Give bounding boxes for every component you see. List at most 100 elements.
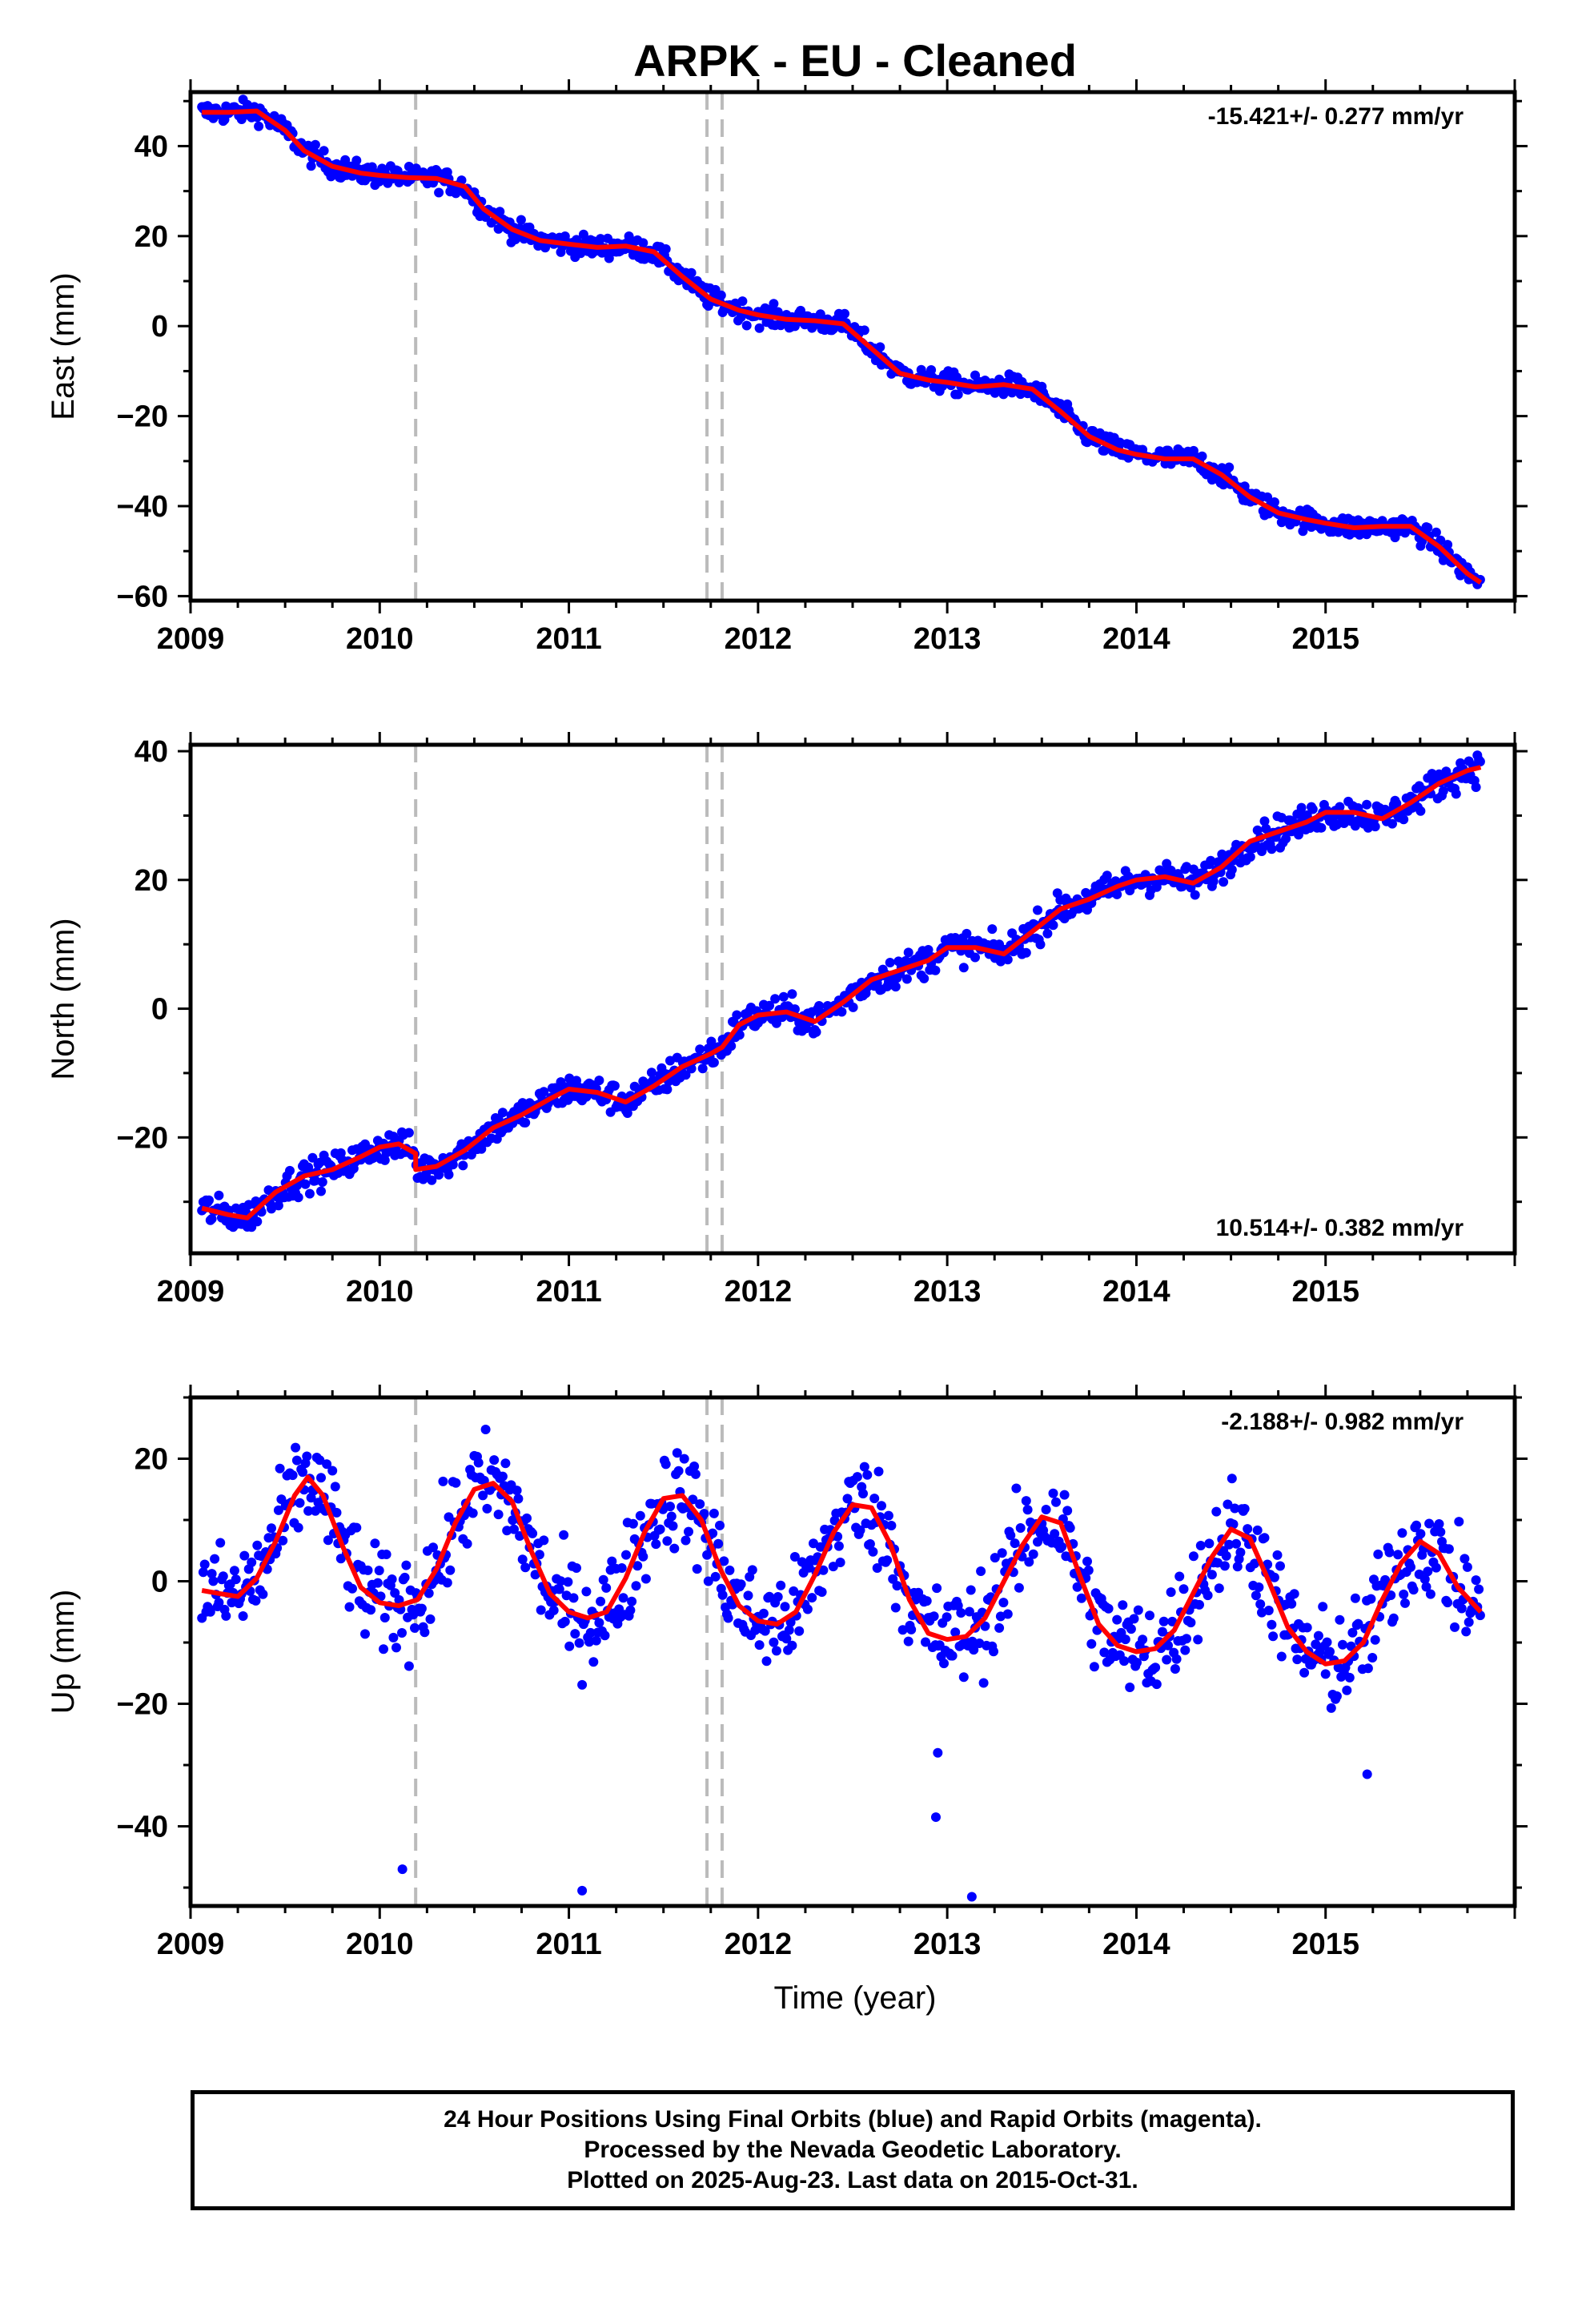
data-point — [1438, 786, 1448, 796]
data-point — [1015, 1523, 1026, 1533]
data-point — [906, 1624, 917, 1634]
data-point — [278, 1535, 288, 1546]
data-point — [1086, 1638, 1097, 1649]
data-point — [640, 1574, 651, 1584]
data-point — [500, 1458, 511, 1469]
data-point — [1227, 865, 1237, 875]
data-point — [351, 1522, 362, 1533]
data-point — [1335, 802, 1345, 812]
x-tick-label: 2013 — [913, 622, 982, 656]
x-tick-label: 2011 — [536, 622, 601, 656]
data-point — [1451, 789, 1461, 799]
data-point — [865, 1539, 875, 1549]
data-point — [392, 166, 403, 176]
data-point — [690, 1469, 701, 1479]
data-point — [207, 1214, 217, 1224]
data-point — [1269, 1572, 1279, 1582]
data-point — [445, 1565, 456, 1575]
data-point — [1235, 1547, 1246, 1558]
data-point — [1252, 825, 1263, 835]
data-point — [771, 1646, 781, 1656]
data-point — [1267, 1619, 1277, 1630]
data-point — [622, 1108, 632, 1118]
data-point — [1460, 1554, 1470, 1564]
data-point — [1325, 1647, 1335, 1657]
data-point — [1268, 1631, 1279, 1642]
data-point — [713, 1538, 724, 1549]
data-point — [1022, 1505, 1033, 1515]
data-point — [1272, 1550, 1283, 1560]
footer-line-2: Processed by the Nevada Geodetic Laborat… — [584, 2137, 1122, 2163]
data-point — [882, 1555, 893, 1566]
data-point — [1384, 1547, 1395, 1558]
data-point — [231, 1203, 241, 1213]
data-point — [625, 1605, 636, 1615]
data-point — [618, 1593, 628, 1603]
data-point — [1232, 1562, 1243, 1572]
data-point — [1313, 1630, 1323, 1641]
data-point — [681, 1535, 691, 1546]
data-point — [1311, 1639, 1321, 1650]
data-point — [926, 365, 937, 375]
y-axis-label: North (mm) — [46, 918, 81, 1080]
data-point — [828, 1562, 838, 1572]
data-point — [710, 1571, 721, 1582]
data-point — [1118, 1600, 1128, 1610]
data-point — [1125, 1683, 1135, 1692]
data-point — [1373, 1549, 1383, 1559]
y-tick-label: −60 — [117, 580, 168, 613]
data-point — [319, 146, 329, 156]
data-point — [697, 1063, 708, 1074]
data-point — [852, 1472, 862, 1482]
y-tick-label: 20 — [135, 220, 168, 254]
data-point — [1456, 1603, 1467, 1614]
data-point — [559, 1530, 569, 1540]
data-point — [1471, 782, 1481, 792]
data-point — [761, 1656, 772, 1667]
data-point — [921, 1596, 932, 1606]
data-point — [594, 1618, 604, 1628]
data-point — [322, 1459, 332, 1470]
outlier-point — [930, 1812, 941, 1823]
data-point — [1400, 528, 1410, 538]
data-point — [638, 1551, 648, 1562]
data-point — [1475, 757, 1485, 766]
data-point — [397, 1628, 407, 1638]
data-point — [476, 1144, 487, 1154]
x-tick-label: 2014 — [1102, 1275, 1170, 1309]
data-point — [1415, 806, 1426, 816]
data-point — [1028, 1549, 1038, 1559]
data-point — [1204, 1538, 1215, 1549]
data-point — [221, 1610, 231, 1621]
data-point — [703, 1576, 713, 1586]
data-point — [1252, 1525, 1263, 1535]
data-point — [725, 1565, 735, 1575]
data-point — [765, 1591, 774, 1602]
data-point — [1081, 887, 1091, 898]
data-point — [1344, 1672, 1355, 1683]
data-point — [489, 1455, 500, 1466]
data-point — [1219, 877, 1229, 887]
data-point — [1041, 1505, 1051, 1514]
data-point — [709, 1508, 719, 1518]
data-point — [1099, 1647, 1110, 1658]
data-point — [1011, 1483, 1022, 1494]
data-point — [1387, 818, 1397, 829]
data-point — [522, 1513, 532, 1523]
data-point — [1163, 1640, 1173, 1651]
data-point — [1474, 1584, 1484, 1594]
data-point — [387, 1574, 397, 1584]
data-point — [962, 928, 972, 939]
data-point — [932, 1583, 942, 1594]
data-point — [655, 1524, 665, 1534]
data-point — [252, 1216, 263, 1227]
data-point — [1408, 1585, 1419, 1595]
data-point — [773, 307, 783, 317]
data-point — [1129, 1614, 1139, 1624]
data-point — [1399, 814, 1409, 825]
data-point — [1188, 1551, 1199, 1562]
data-point — [444, 1169, 454, 1180]
data-point — [953, 389, 963, 400]
data-point — [600, 1630, 610, 1641]
data-point — [666, 1511, 677, 1522]
